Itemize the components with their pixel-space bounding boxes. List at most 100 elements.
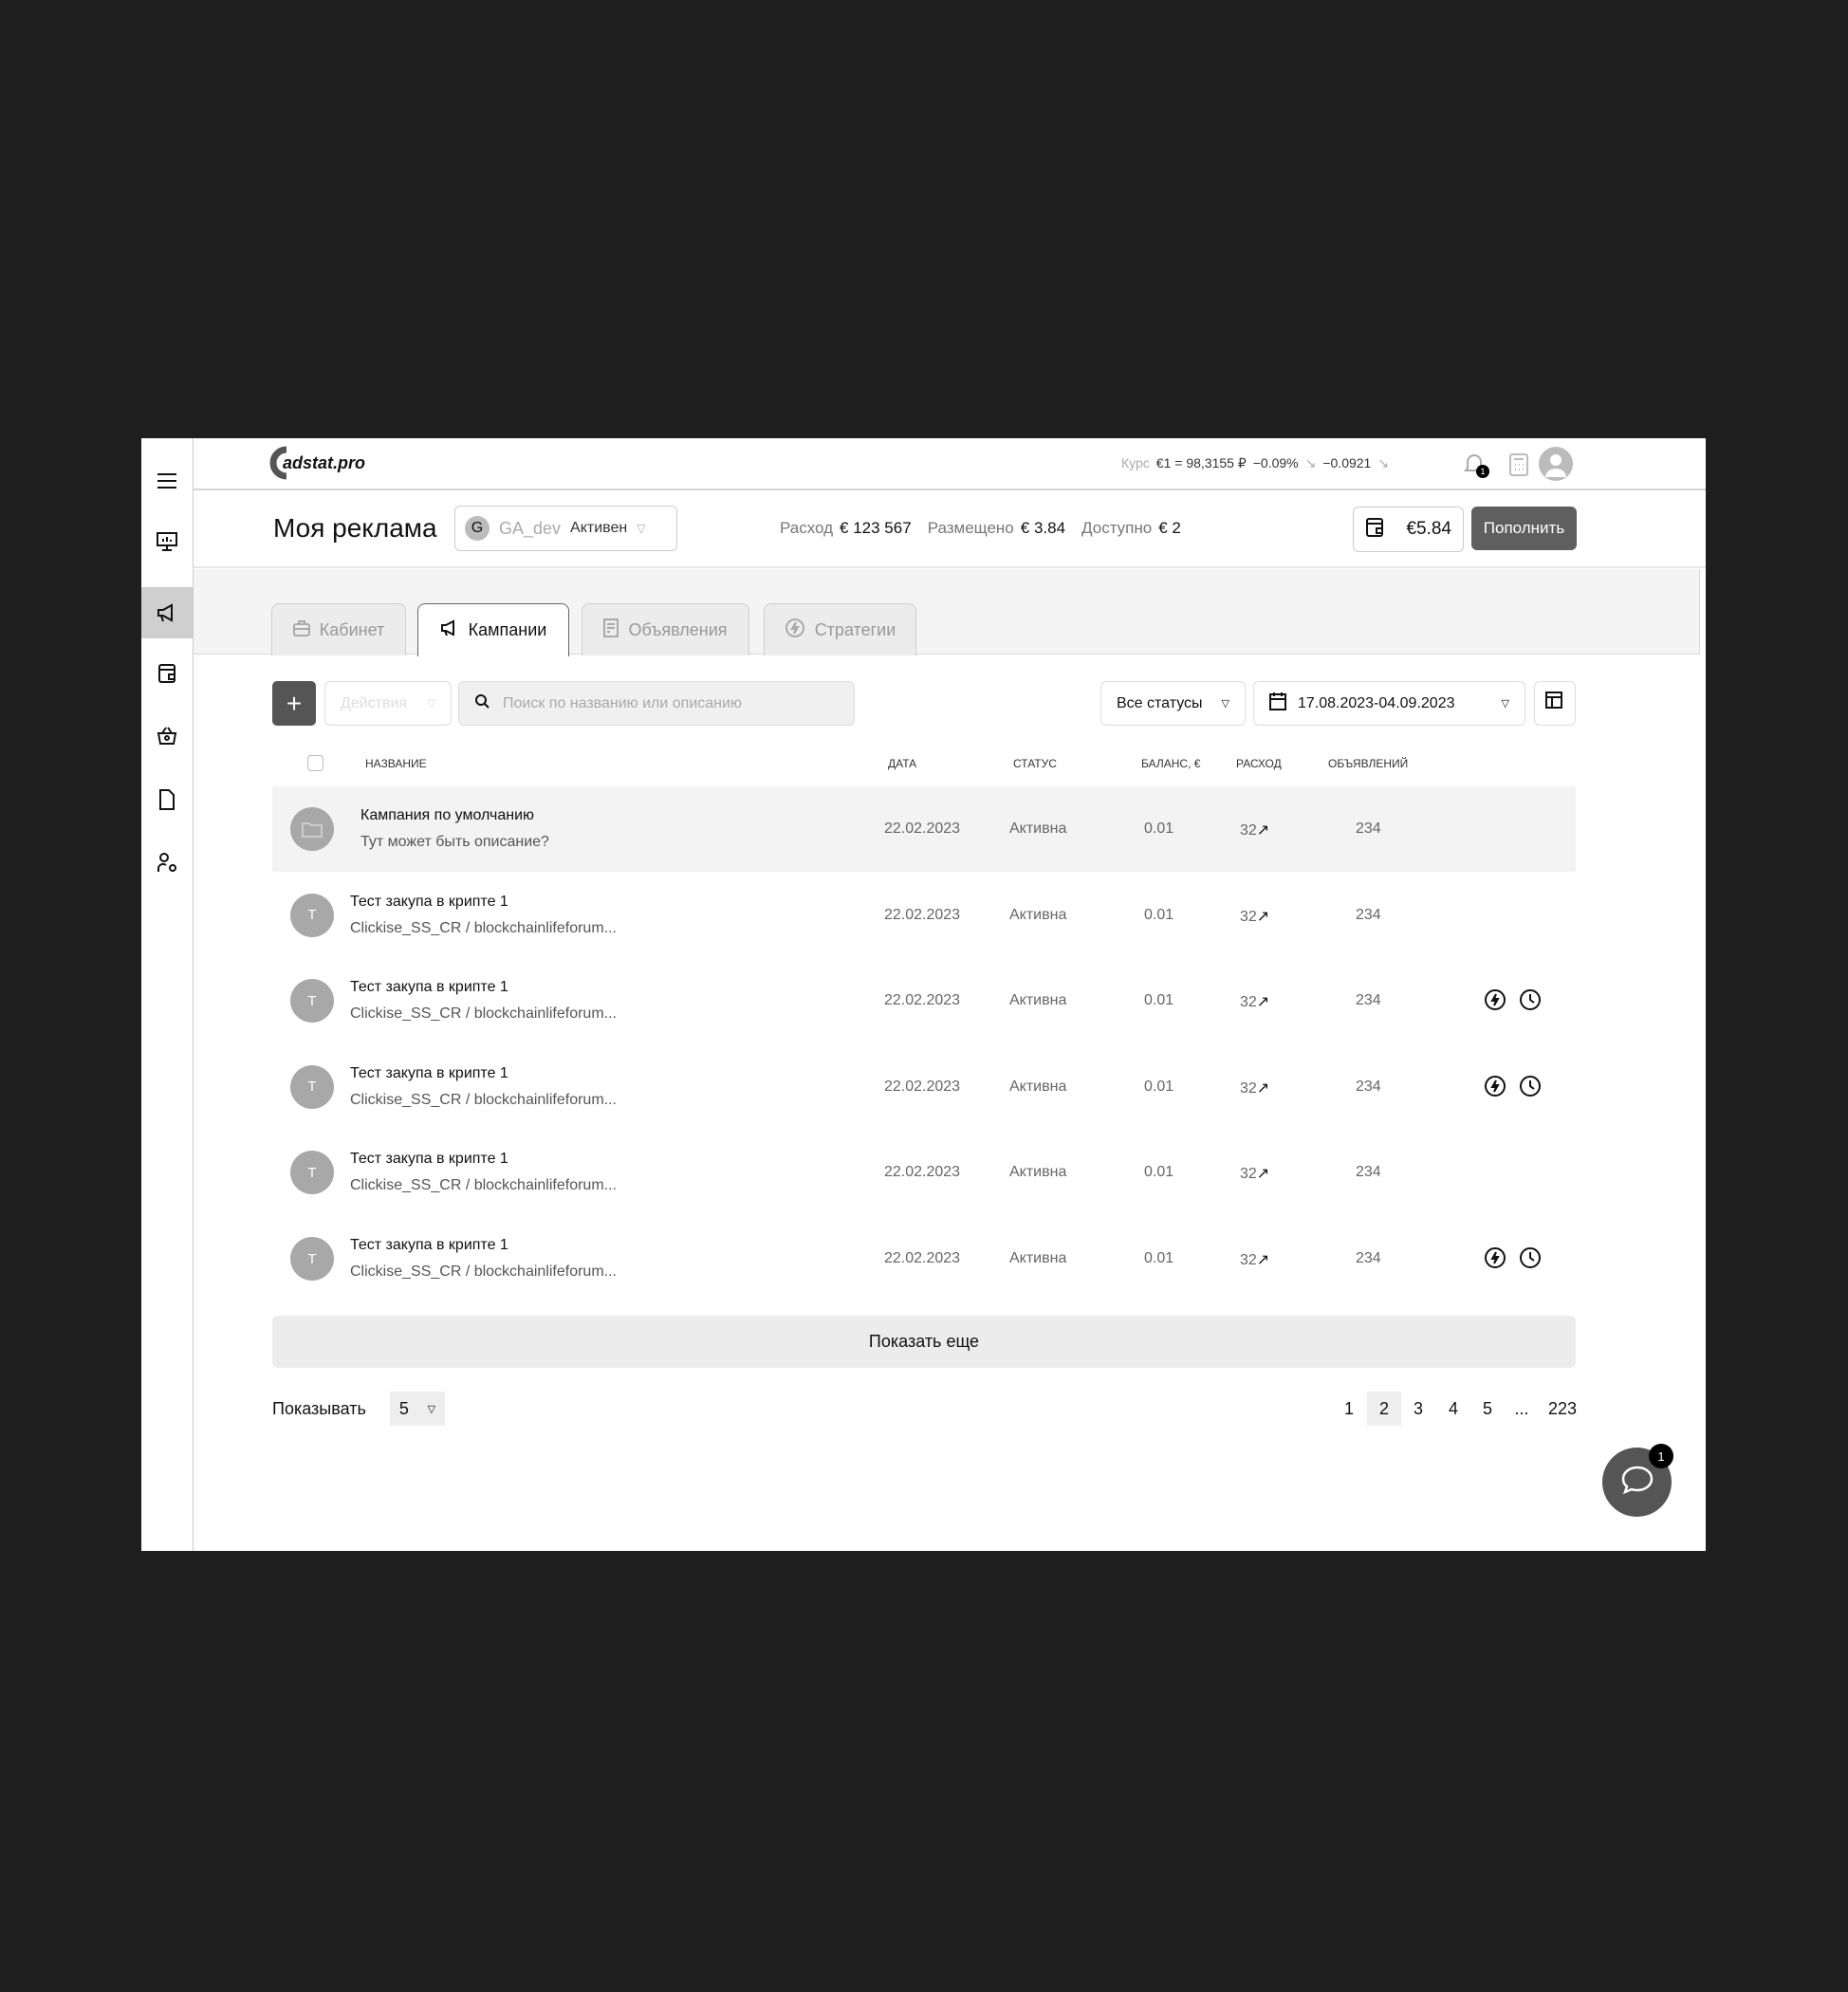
wallet-icon[interactable] [141,648,193,699]
table-row[interactable]: T Тест закупа в крипте 1 Clickise_SS_CR … [272,1044,1576,1130]
account-selector[interactable]: G GA_dev Активен ▽ [454,506,677,551]
folder-icon [290,807,334,851]
campaign-ads-count: 234 [1356,906,1381,923]
campaign-status: Активна [1009,906,1067,923]
column-header-name[interactable]: НАЗВАНИЕ [365,757,427,770]
campaigns-megaphone-icon[interactable] [141,587,193,638]
campaign-name[interactable]: Тест закупа в крипте 1 [350,979,508,996]
menu-icon[interactable] [141,455,193,507]
lightning-icon [785,618,805,643]
date-range-picker[interactable]: 17.08.2023-04.09.2023 ▽ [1253,681,1525,726]
schedule-clock-icon[interactable] [1519,1075,1542,1097]
campaign-description: Clickise_SS_CR / blockchainlifeforum... [350,1091,617,1108]
strategy-lightning-icon[interactable] [1484,988,1506,1011]
campaign-status: Активна [1009,1078,1067,1095]
trend-up-icon: ↗ [1256,822,1270,839]
app-window: adstat.pro Курс €1 = 98,3155 ₽ −0.09% ↘ … [141,438,1706,1551]
tabs-bar: Кабинет Кампании Объявления Стратегии [194,569,1700,656]
page-1[interactable]: 1 [1343,1398,1354,1418]
campaign-name[interactable]: Тест закупа в крипте 1 [350,893,508,910]
search-icon [474,693,490,713]
column-header-status[interactable]: СТАТУС [1013,757,1057,770]
actions-dropdown[interactable]: Действия ▽ [324,681,452,726]
tab-campaigns[interactable]: Кампании [417,603,569,656]
table-settings-icon [1545,692,1564,715]
sidebar [141,438,194,1551]
table-row[interactable]: T Тест закупа в крипте 1 Clickise_SS_CR … [272,1130,1576,1215]
campaign-name[interactable]: Тест закупа в крипте 1 [350,1237,508,1253]
search-input[interactable]: Поиск по названию или описанию [458,681,855,726]
top-bar: adstat.pro Курс €1 = 98,3155 ₽ −0.09% ↘ … [194,438,1706,490]
chat-button[interactable]: 1 [1602,1444,1673,1517]
page-3[interactable]: 3 [1413,1398,1423,1418]
basket-icon[interactable] [141,710,193,762]
column-header-balance[interactable]: БАЛАНС, € [1141,757,1201,770]
avatar[interactable] [1539,447,1573,481]
logo[interactable]: adstat.pro [269,446,365,480]
table-settings-button[interactable] [1534,681,1576,726]
campaign-spend: 32 [1240,1079,1257,1097]
top-up-button[interactable]: Пополнить [1471,507,1577,550]
campaign-spend: 32 [1240,1166,1257,1183]
add-campaign-button[interactable]: + [272,681,316,726]
trend-up-icon: ↗ [1256,1252,1270,1268]
dashboard-icon[interactable] [141,516,193,567]
status-filter[interactable]: Все статусы ▽ [1100,681,1246,726]
tab-cabinet[interactable]: Кабинет [271,603,406,655]
table-row[interactable]: Кампания по умолчанию Тут может быть опи… [272,786,1576,872]
campaign-date: 22.02.2023 [884,821,961,837]
campaign-name[interactable]: Тест закупа в крипте 1 [350,1064,508,1081]
page-4[interactable]: 4 [1448,1398,1458,1418]
table-row[interactable]: T Тест закупа в крипте 1 Clickise_SS_CR … [272,1216,1576,1301]
trend-up-icon: ↗ [1256,1166,1270,1183]
document-icon[interactable] [141,774,193,825]
trend-down-icon: ↘ [1377,455,1390,470]
briefcase-icon [292,619,310,641]
select-all-checkbox[interactable] [307,755,323,771]
campaign-name[interactable]: Кампания по умолчанию [360,807,535,823]
chevron-down-icon: ▽ [427,1403,436,1415]
campaign-avatar: T [290,1151,334,1195]
tab-strategies[interactable]: Стратегии [764,603,916,655]
campaign-spend: 32 [1240,1252,1257,1268]
campaign-description: Clickise_SS_CR / blockchainlifeforum... [350,1005,617,1023]
per-page-select[interactable]: 5 ▽ [390,1392,445,1426]
column-header-ads[interactable]: ОБЪЯВЛЕНИЙ [1328,757,1409,770]
column-header-spend[interactable]: РАСХОД [1236,757,1282,770]
schedule-clock-icon[interactable] [1519,988,1542,1011]
tab-ads[interactable]: Объявления [582,603,749,655]
campaign-ads-count: 234 [1356,821,1381,837]
chevron-down-icon: ▽ [427,698,435,710]
table-row[interactable]: T Тест закупа в крипте 1 Clickise_SS_CR … [272,873,1576,958]
campaign-avatar: T [290,893,334,937]
trend-up-icon: ↗ [1256,908,1270,925]
chevron-down-icon: ▽ [637,522,646,535]
campaign-spend: 32 [1240,994,1257,1011]
campaign-balance: 0.01 [1144,906,1174,923]
campaign-ads-count: 234 [1356,1164,1381,1181]
show-more-button[interactable]: Показать еще [272,1316,1576,1368]
budget-summary: Расход € 123 567 Размещено € 3.84 Доступно… [780,519,1181,537]
campaign-description: Clickise_SS_CR / blockchainlifeforum... [350,1263,617,1280]
page-2-current[interactable]: 2 [1367,1392,1401,1426]
campaign-date: 22.02.2023 [884,1250,961,1266]
campaign-status: Активна [1009,1164,1067,1181]
campaign-date: 22.02.2023 [884,1078,961,1095]
schedule-clock-icon[interactable] [1519,1246,1542,1269]
page-last[interactable]: 223 [1547,1398,1578,1418]
bell-icon[interactable]: 1 [1463,452,1489,481]
campaign-balance: 0.01 [1144,992,1174,1009]
strategy-lightning-icon[interactable] [1484,1075,1506,1097]
campaign-avatar: T [290,1237,334,1281]
page-5[interactable]: 5 [1482,1398,1492,1418]
chat-bubble-icon [1620,1465,1654,1500]
strategy-lightning-icon[interactable] [1484,1246,1506,1269]
table-row[interactable]: T Тест закупа в крипте 1 Clickise_SS_CR … [272,958,1576,1043]
column-header-date[interactable]: ДАТА [888,757,917,770]
campaign-ads-count: 234 [1356,992,1381,1009]
trend-up-icon: ↗ [1256,1079,1270,1097]
user-settings-icon[interactable] [141,837,193,888]
campaign-name[interactable]: Тест закупа в крипте 1 [350,1151,508,1168]
notification-badge: 1 [1476,465,1489,478]
calculator-icon[interactable] [1508,452,1529,482]
